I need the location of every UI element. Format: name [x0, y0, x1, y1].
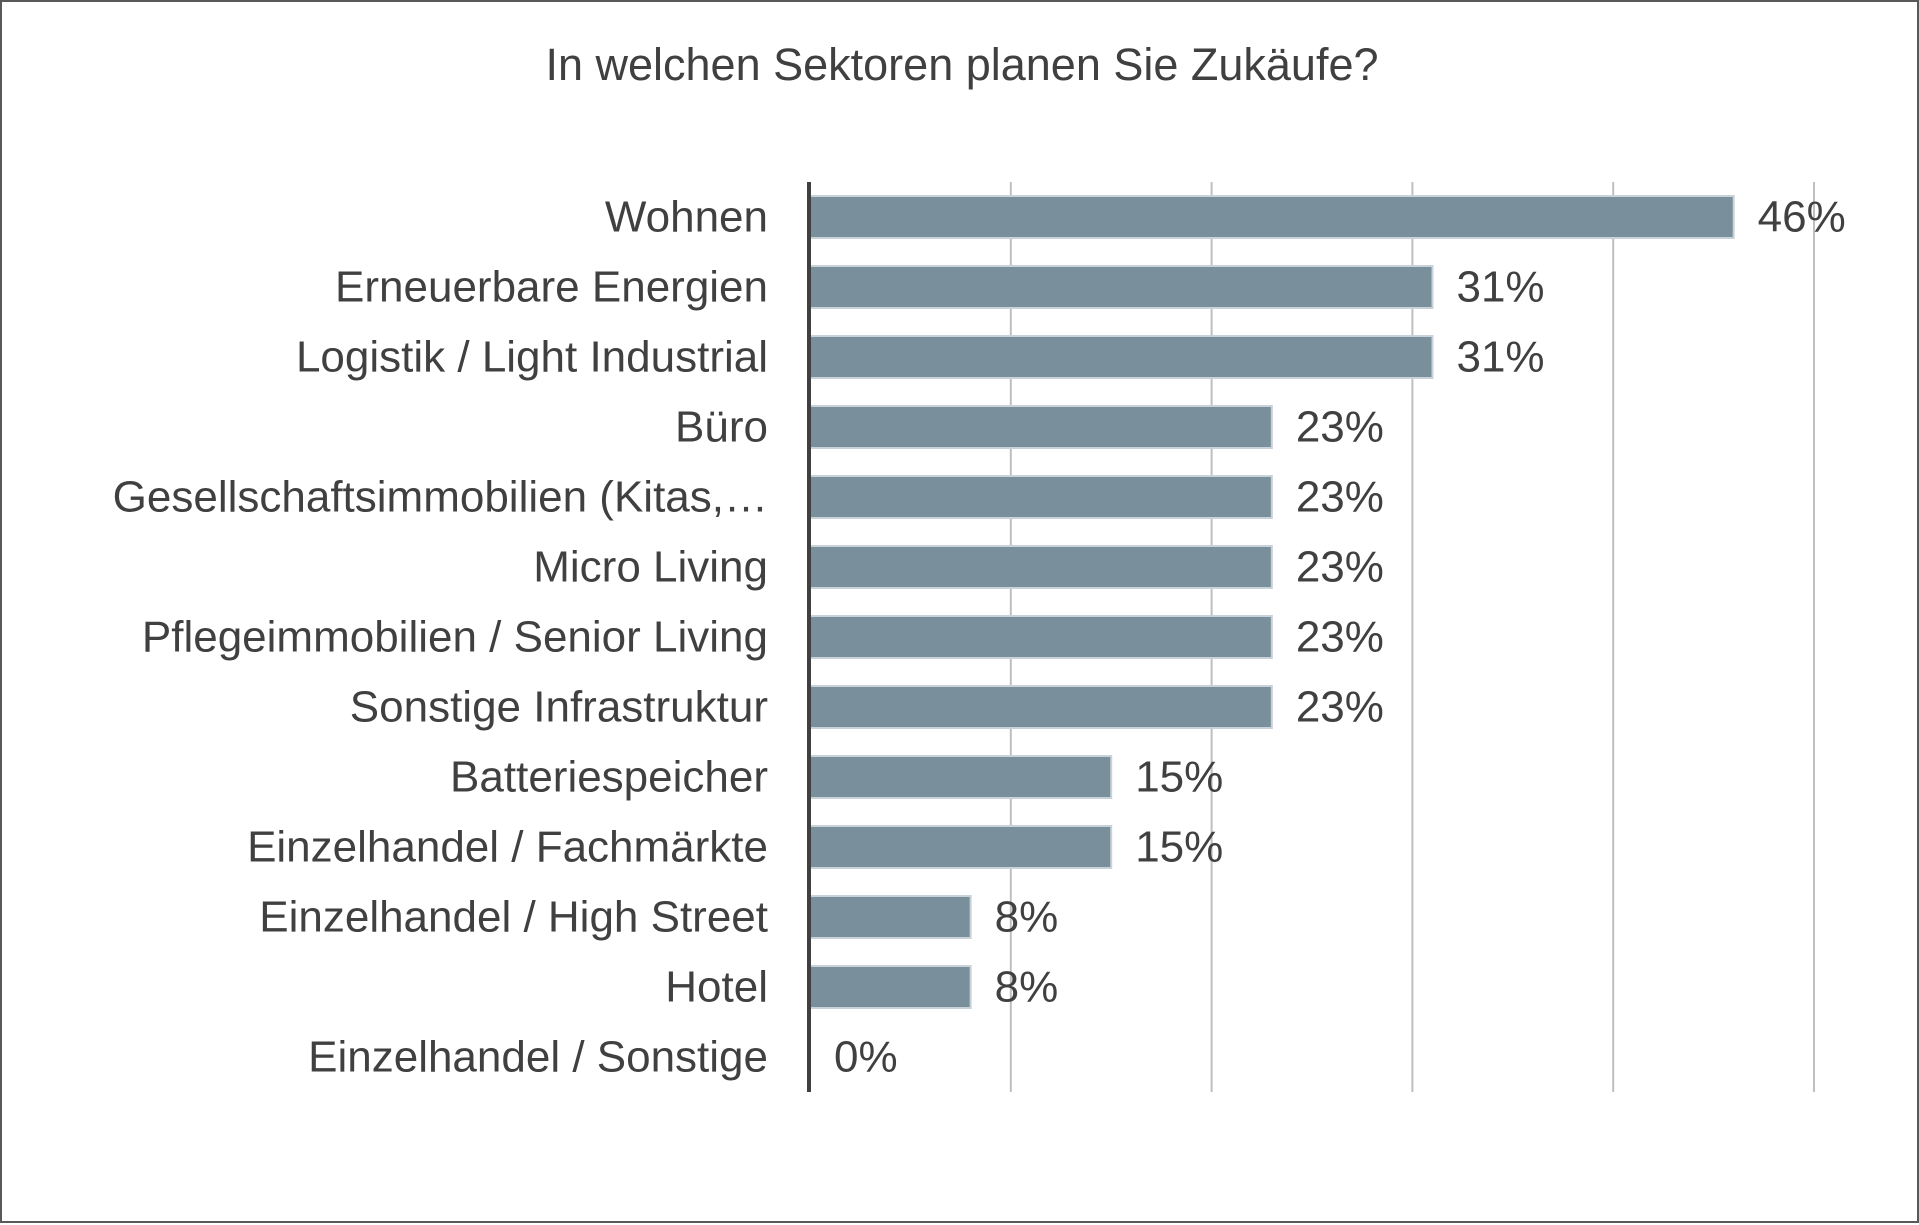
category-label: Einzelhandel / Fachmärkte	[247, 823, 768, 872]
bar	[809, 755, 1113, 799]
category-label: Einzelhandel / High Street	[259, 893, 768, 942]
category-label: Erneuerbare Energien	[335, 263, 768, 312]
category-label: Büro	[675, 403, 768, 452]
category-label: Gesellschaftsimmobilien (Kitas,…	[113, 473, 768, 522]
bars	[809, 195, 1735, 1009]
data-label: 8%	[995, 963, 1059, 1012]
category-label: Sonstige Infrastruktur	[350, 683, 768, 732]
bar	[809, 475, 1273, 519]
data-label: 23%	[1296, 543, 1384, 592]
data-label: 31%	[1456, 333, 1544, 382]
data-label: 23%	[1296, 473, 1384, 522]
value-labels: 46% 31% 31% 23% 23% 23% 23% 23% 15% 15% 8% 8% 0%	[834, 193, 1846, 1082]
category-label: Einzelhandel / Sonstige	[308, 1033, 768, 1082]
data-label: 23%	[1296, 683, 1384, 732]
bar	[809, 545, 1273, 589]
data-label: 31%	[1456, 263, 1544, 312]
category-label: Wohnen	[605, 193, 768, 242]
bar	[809, 965, 972, 1009]
bar	[809, 265, 1434, 309]
bar	[809, 405, 1273, 449]
category-label: Hotel	[665, 963, 768, 1012]
grid-lines	[1009, 182, 1815, 1092]
bar	[809, 615, 1273, 659]
bar	[809, 825, 1113, 869]
data-label: 8%	[995, 893, 1059, 942]
bar	[809, 685, 1273, 729]
category-label: Batteriespeicher	[450, 753, 768, 802]
category-labels: Wohnen Erneuerbare Energien Logistik / Lig…	[113, 193, 768, 1082]
data-label: 23%	[1296, 403, 1384, 452]
data-label: 23%	[1296, 613, 1384, 662]
chart-title: In welchen Sektoren planen Sie Zukäufe?	[545, 39, 1378, 90]
category-label: Micro Living	[533, 543, 768, 592]
bar	[809, 195, 1735, 239]
data-label: 0%	[834, 1033, 898, 1082]
data-label: 46%	[1758, 193, 1846, 242]
bar	[809, 335, 1434, 379]
category-label: Logistik / Light Industrial	[296, 333, 768, 382]
category-label: Pflegeimmobilien / Senior Living	[142, 613, 768, 662]
data-label: 15%	[1135, 823, 1223, 872]
data-label: 15%	[1135, 753, 1223, 802]
bar	[809, 895, 972, 939]
